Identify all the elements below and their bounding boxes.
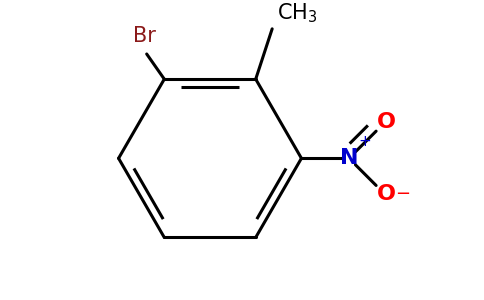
Text: CH$_3$: CH$_3$ <box>277 2 317 25</box>
Text: −: − <box>395 185 410 203</box>
Text: O: O <box>377 184 396 204</box>
Text: +: + <box>358 134 371 149</box>
Text: Br: Br <box>133 26 156 46</box>
Text: N: N <box>340 148 358 168</box>
Text: O: O <box>377 112 396 132</box>
